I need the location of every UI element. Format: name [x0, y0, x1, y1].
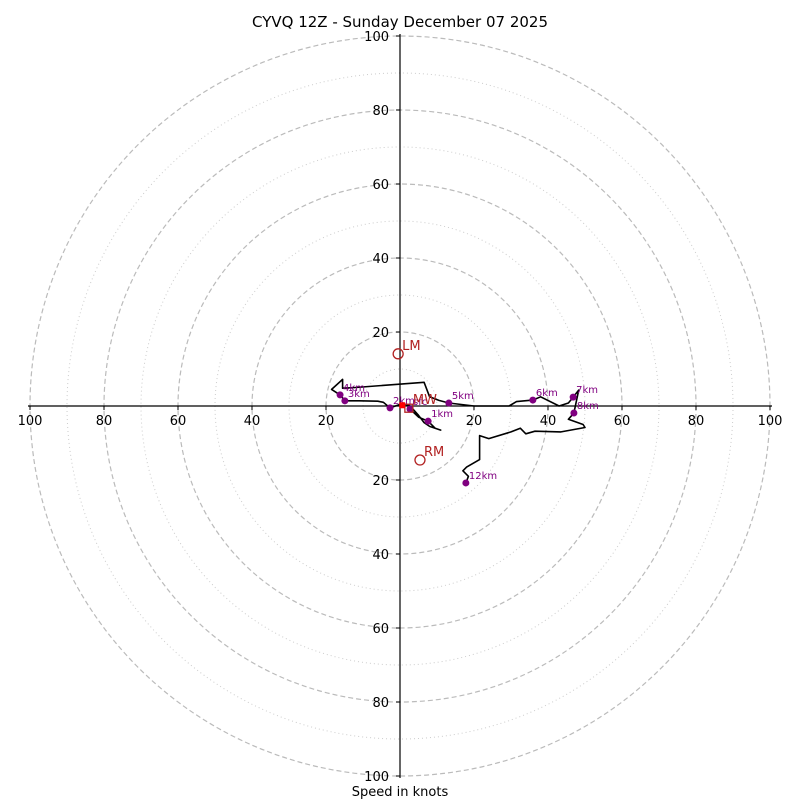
- marker-5km: [445, 399, 453, 407]
- y-tick-bottom-20: 20: [372, 474, 389, 489]
- storm-motion-label-lm: LM: [402, 339, 420, 354]
- x-axis-label: Speed in knots: [352, 785, 449, 800]
- storm-motion-markers: LM RM MW: [392, 339, 444, 466]
- storm-motion-lm: [392, 348, 404, 360]
- x-tick-left-20: 20: [318, 414, 335, 429]
- y-tick-bottom-40: 40: [372, 548, 389, 563]
- marker-label-12km: 12km: [469, 471, 497, 482]
- marker-label-4km: 4km: [343, 383, 365, 394]
- x-tick-right-60: 60: [614, 414, 631, 429]
- storm-motion-label-mw: MW: [413, 393, 437, 408]
- tick-labels: 20 20 20 20 40 40 40 40 60 60 60 60 80 80 80 80 100 100 10…: [18, 30, 783, 785]
- x-tick-left-100: 100: [18, 414, 43, 429]
- marker-label-3km: 3km: [348, 389, 370, 400]
- x-tick-left-60: 60: [170, 414, 187, 429]
- marker-8km: [570, 409, 578, 417]
- y-tick-top-80: 80: [372, 104, 389, 119]
- chart-title: CYVQ 12Z - Sunday December 07 2025: [252, 13, 548, 31]
- marker-label-6km: 6km: [536, 388, 558, 399]
- y-tick-top-40: 40: [372, 252, 389, 267]
- storm-motion-rm: [414, 454, 426, 466]
- marker-label-7km: 7km: [576, 385, 598, 396]
- x-tick-right-20: 20: [466, 414, 483, 429]
- marker-label-5km: 5km: [452, 391, 474, 402]
- marker-label-8km: 8km: [577, 401, 599, 412]
- bunkers-center-marker: [399, 402, 406, 409]
- y-tick-bottom-80: 80: [372, 696, 389, 711]
- marker-label-sfc: sfc: [413, 397, 427, 408]
- marker-sfc: [406, 405, 414, 413]
- marker-7km: [569, 393, 577, 401]
- marker-2km: [386, 404, 394, 412]
- x-tick-right-40: 40: [540, 414, 557, 429]
- marker-12km: [462, 479, 470, 487]
- x-tick-left-80: 80: [96, 414, 113, 429]
- marker-3km: [341, 397, 349, 405]
- marker-4km: [336, 391, 344, 399]
- y-tick-bottom-100: 100: [364, 770, 389, 785]
- marker-label-2km: 2km: [393, 396, 415, 407]
- y-tick-bottom-60: 60: [372, 622, 389, 637]
- marker-6km: [529, 396, 537, 404]
- storm-motion-label-rm: RM: [424, 445, 444, 460]
- marker-label-1km: 1km: [431, 409, 453, 420]
- y-tick-top-20: 20: [372, 326, 389, 341]
- x-tick-right-100: 100: [758, 414, 783, 429]
- x-tick-right-80: 80: [688, 414, 705, 429]
- marker-1km: [424, 417, 432, 425]
- y-tick-top-60: 60: [372, 178, 389, 193]
- y-tick-top-100: 100: [364, 30, 389, 45]
- x-tick-left-40: 40: [244, 414, 261, 429]
